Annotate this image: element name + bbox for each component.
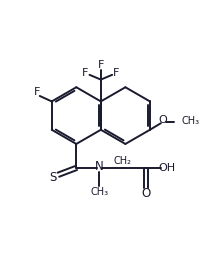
Text: O: O <box>159 116 167 125</box>
Text: F: F <box>34 87 40 97</box>
Text: S: S <box>49 171 57 184</box>
Text: O: O <box>141 187 151 200</box>
Text: CH₃: CH₃ <box>90 186 108 196</box>
Text: OH: OH <box>158 163 175 173</box>
Text: N: N <box>95 160 104 173</box>
Text: F: F <box>98 60 104 70</box>
Text: CH₂: CH₂ <box>114 157 132 166</box>
Text: CH₃: CH₃ <box>182 116 200 126</box>
Text: F: F <box>82 68 88 78</box>
Text: F: F <box>113 68 120 78</box>
